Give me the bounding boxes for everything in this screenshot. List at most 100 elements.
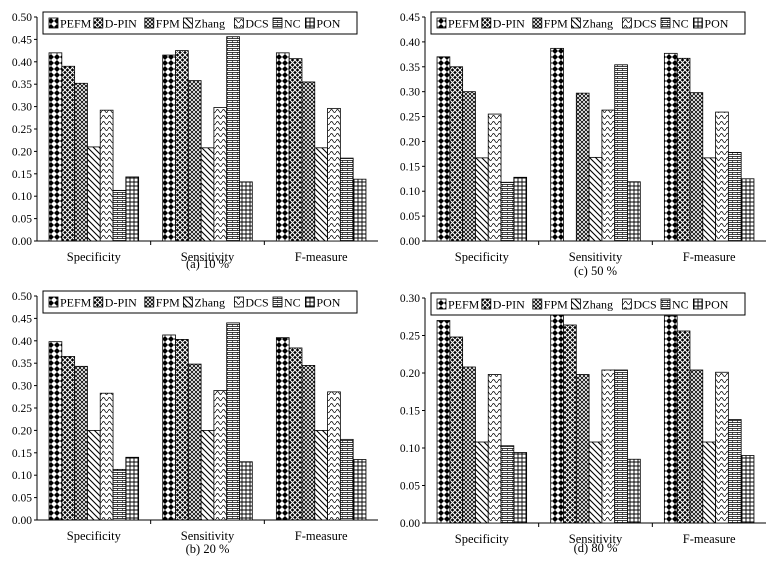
legend-label-fpm: FPM bbox=[156, 17, 180, 31]
bar-pefm-specificity bbox=[48, 341, 63, 521]
y-tick-label: 0.20 bbox=[12, 425, 32, 437]
bar-pefm-f-measure bbox=[275, 52, 290, 242]
legend-label-pon: PON bbox=[316, 296, 340, 310]
bar-pon-sensitivity bbox=[627, 181, 641, 242]
legend-label-pefm: PEFM bbox=[448, 17, 480, 31]
bar-d-pin-specificity bbox=[61, 356, 76, 521]
legend-swatch-zhang bbox=[182, 296, 193, 308]
category-label: F-measure bbox=[683, 532, 736, 546]
legend-label-fpm: FPM bbox=[544, 17, 568, 31]
bar-pon-f-measure bbox=[740, 455, 755, 524]
bar-zhang-sensitivity bbox=[200, 429, 215, 521]
category-label: Specificity bbox=[455, 250, 510, 264]
legend-swatch-d-pin bbox=[93, 17, 104, 29]
y-tick-label: 0.05 bbox=[12, 493, 32, 505]
bar-d-pin-specificity bbox=[61, 65, 76, 242]
bar-fpm-specificity bbox=[74, 82, 88, 242]
bar-d-pin-specificity bbox=[449, 336, 464, 524]
legend-label-fpm: FPM bbox=[544, 298, 568, 312]
bar-dcs-sensitivity bbox=[601, 369, 616, 524]
y-tick-label: 0.10 bbox=[12, 470, 32, 482]
bar-pon-f-measure bbox=[352, 459, 367, 521]
y-tick-label: 0.35 bbox=[12, 79, 32, 91]
legend-swatch-pon bbox=[693, 17, 703, 29]
bar-zhang-specificity bbox=[87, 429, 101, 521]
y-tick-label: 0.20 bbox=[400, 368, 420, 380]
y-tick-label: 0.25 bbox=[12, 403, 32, 415]
y-tick-label: 0.45 bbox=[400, 12, 420, 24]
y-tick-label: 0.10 bbox=[400, 186, 420, 198]
y-tick-label: 0.40 bbox=[400, 37, 420, 49]
bar-nc-f-measure bbox=[339, 157, 354, 242]
y-tick-label: 0.40 bbox=[12, 336, 32, 348]
legend-label-pon: PON bbox=[704, 298, 728, 312]
legend-box bbox=[430, 11, 746, 35]
bar-fpm-f-measure bbox=[689, 369, 704, 524]
legend-swatch-pefm bbox=[436, 17, 447, 29]
y-tick-label: 0.00 bbox=[12, 515, 32, 527]
bar-pefm-sensitivity bbox=[162, 54, 176, 242]
category-label: Specificity bbox=[67, 529, 122, 543]
bar-fpm-sensitivity bbox=[575, 92, 590, 242]
bar-pon-specificity bbox=[513, 452, 528, 524]
panel-caption: (b) 20 % bbox=[186, 542, 230, 556]
legend-swatch-pon bbox=[693, 298, 703, 310]
bar-d-pin-f-measure bbox=[676, 57, 691, 242]
category-label: Sensitivity bbox=[181, 529, 235, 543]
bar-fpm-f-measure bbox=[301, 81, 316, 242]
y-tick-label: 0.00 bbox=[12, 236, 32, 248]
legend-swatch-d-pin bbox=[93, 296, 104, 308]
bar-dcs-sensitivity bbox=[601, 109, 616, 242]
category-label: Specificity bbox=[67, 250, 122, 264]
legend-swatch-fpm bbox=[144, 17, 155, 29]
legend-label-nc: NC bbox=[284, 296, 301, 310]
bar-nc-f-measure bbox=[727, 151, 742, 242]
bar-nc-specificity bbox=[112, 189, 127, 242]
y-tick-label: 0.25 bbox=[12, 124, 32, 136]
bar-fpm-specificity bbox=[462, 366, 476, 524]
bar-dcs-f-measure bbox=[715, 371, 729, 524]
legend-label-dcs: DCS bbox=[633, 17, 656, 31]
legend-label-zhang: Zhang bbox=[194, 296, 225, 310]
bar-d-pin-sensitivity bbox=[563, 324, 577, 524]
y-tick-label: 0.05 bbox=[400, 211, 420, 223]
category-label: Specificity bbox=[455, 532, 510, 546]
bar-nc-sensitivity bbox=[614, 369, 628, 524]
bar-pefm-f-measure bbox=[663, 52, 678, 242]
bar-dcs-specificity bbox=[487, 113, 502, 242]
bar-d-pin-sensitivity bbox=[175, 339, 189, 521]
y-tick-label: 0.15 bbox=[12, 169, 32, 181]
bar-pon-sensitivity bbox=[627, 458, 641, 524]
y-tick-label: 0.15 bbox=[400, 406, 420, 418]
bar-pefm-sensitivity bbox=[162, 334, 176, 521]
y-tick-label: 0.10 bbox=[12, 191, 32, 203]
y-tick-label: 0.30 bbox=[12, 102, 32, 114]
category-label: Sensitivity bbox=[569, 250, 623, 264]
legend-swatch-fpm bbox=[532, 17, 543, 29]
bar-fpm-sensitivity bbox=[187, 80, 202, 242]
legend-swatch-pefm bbox=[48, 17, 59, 29]
bar-fpm-specificity bbox=[462, 91, 476, 242]
bar-zhang-sensitivity bbox=[200, 147, 215, 242]
legend-label-zhang: Zhang bbox=[582, 17, 613, 31]
panel-caption: (d) 80 % bbox=[574, 541, 618, 555]
bar-fpm-sensitivity bbox=[575, 374, 590, 524]
y-tick-label: 0.20 bbox=[12, 146, 32, 158]
bar-zhang-f-measure bbox=[702, 441, 716, 524]
bar-pefm-sensitivity bbox=[550, 310, 564, 524]
bar-dcs-specificity bbox=[99, 109, 114, 242]
category-label: F-measure bbox=[295, 529, 348, 543]
bar-nc-specificity bbox=[112, 468, 127, 521]
legend-label-nc: NC bbox=[672, 17, 689, 31]
y-tick-label: 0.35 bbox=[12, 358, 32, 370]
chart-panel-c: 0.00 0.05 0.10 0.15 0.20 0.25 0.30 0.35 0.40 0.45… bbox=[400, 11, 766, 278]
panel-caption: (a) 10 % bbox=[186, 257, 229, 271]
category-label: Sensitivity bbox=[181, 250, 235, 264]
bar-dcs-sensitivity bbox=[213, 107, 228, 242]
bar-nc-sensitivity bbox=[226, 322, 240, 521]
bar-pon-specificity bbox=[513, 176, 528, 242]
chart-panel-d: 0.00 0.05 0.10 0.15 0.20 0.25 0.30 Specificity S… bbox=[400, 292, 766, 555]
y-tick-label: 0.45 bbox=[12, 34, 32, 46]
bar-pon-f-measure bbox=[740, 178, 755, 242]
